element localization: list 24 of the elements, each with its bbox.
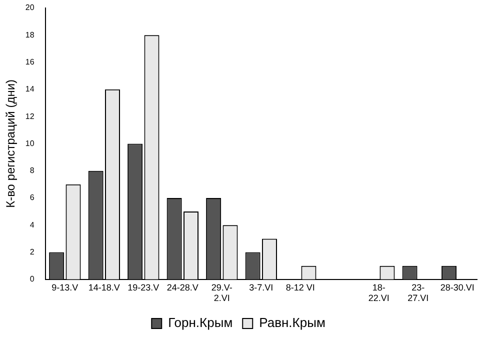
x-tick-label: 8-12 VI [286, 282, 315, 292]
y-tick-label: 18 [25, 30, 35, 40]
y-tick-label: 16 [25, 57, 35, 66]
y-tick-label: 4 [30, 220, 35, 230]
y-tick-label: 2 [30, 247, 35, 256]
x-tick-label: 14-18.V [88, 282, 120, 292]
y-tick-label: 6 [30, 193, 35, 202]
x-tick-label: 29.V- 2.VI [211, 282, 232, 304]
y-tick-label: 20 [25, 3, 35, 12]
y-tick-label: 12 [25, 112, 35, 121]
legend-label: Горн.Крым [168, 315, 233, 330]
y-axis-title: К-во регистраций (дни) [4, 79, 18, 208]
y-tick-label: 0 [30, 274, 35, 284]
x-tick-label: 19-23.V [128, 282, 160, 292]
legend-label: Равн.Крым [259, 315, 326, 330]
x-tick-label: 3-7.VI [249, 282, 274, 292]
y-tick-label: 10 [25, 138, 35, 148]
y-tick-label: 8 [30, 166, 35, 176]
x-tick-label: 28-30.VI [440, 282, 474, 292]
x-tick-label: 18- 22.VI [368, 282, 390, 304]
x-tick-label: 9-13.V [52, 282, 78, 292]
x-tick-label: 24-28.V [166, 282, 198, 292]
x-tick-label: 23- 27.VI [408, 282, 429, 304]
y-tick-label: 14 [25, 84, 35, 94]
